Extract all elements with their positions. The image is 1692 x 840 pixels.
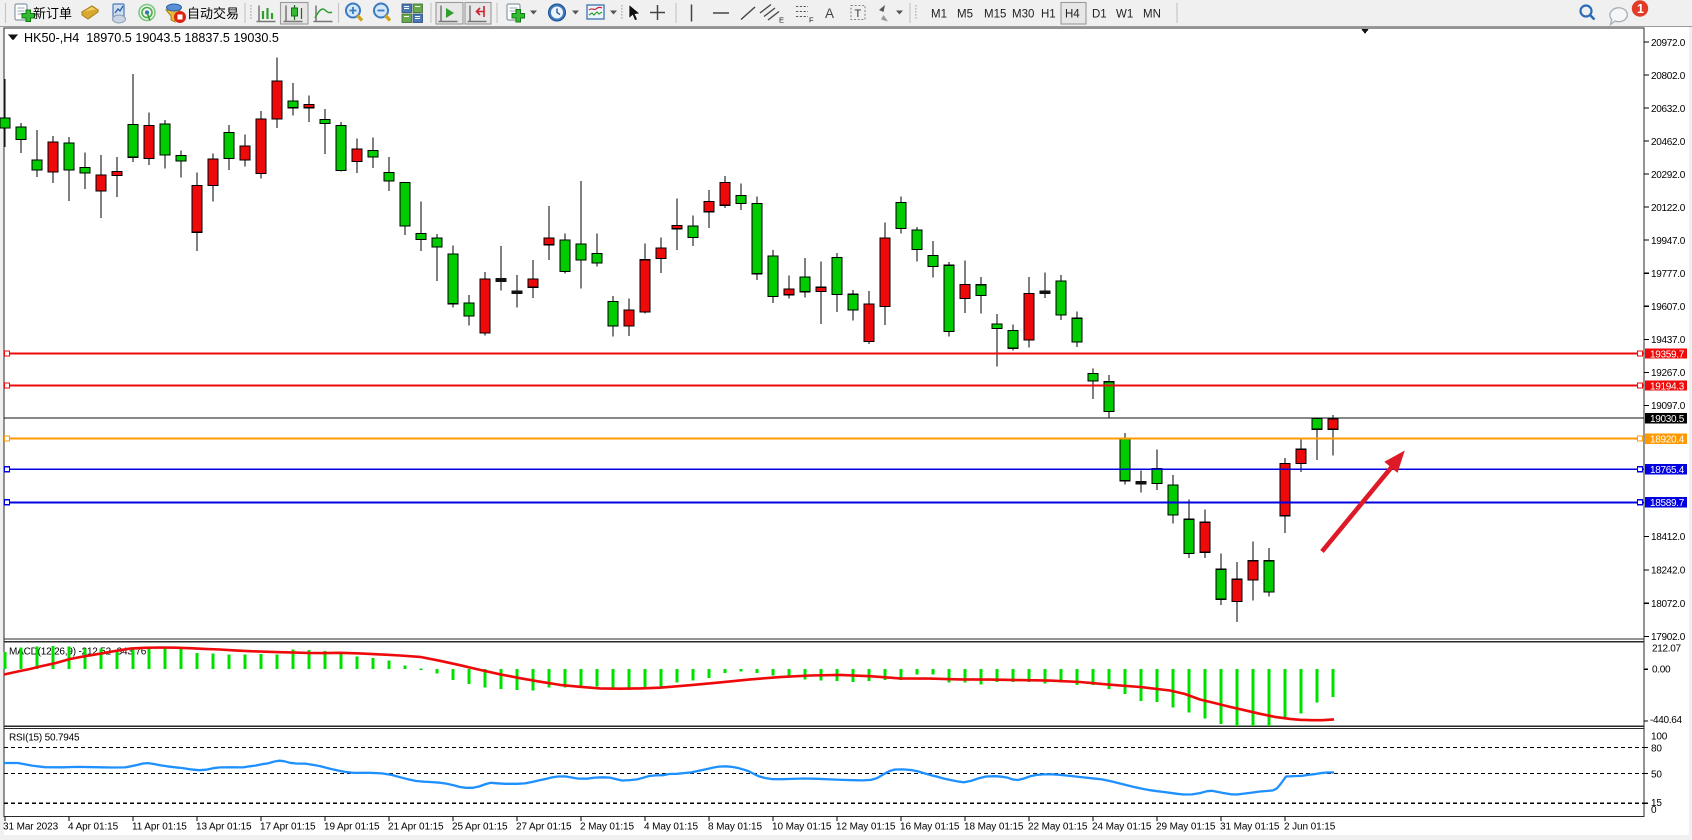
svg-text:M30: M30 bbox=[1012, 9, 1034, 21]
svg-text:M15: M15 bbox=[984, 9, 1006, 21]
svg-text:212.07: 212.07 bbox=[1652, 644, 1682, 655]
svg-text:W1: W1 bbox=[1116, 9, 1133, 21]
svg-text:20292.0: 20292.0 bbox=[1651, 170, 1686, 181]
svg-text:F: F bbox=[809, 16, 814, 25]
svg-text:2 May 01:15: 2 May 01:15 bbox=[580, 822, 634, 833]
svg-text:19359.7: 19359.7 bbox=[1650, 349, 1685, 360]
svg-text:29 May 01:15: 29 May 01:15 bbox=[1156, 822, 1216, 833]
svg-text:20462.0: 20462.0 bbox=[1651, 137, 1686, 148]
svg-text:12 May 01:15: 12 May 01:15 bbox=[836, 822, 896, 833]
svg-text:20972.0: 20972.0 bbox=[1651, 38, 1686, 49]
svg-text:16 May 01:15: 16 May 01:15 bbox=[900, 822, 960, 833]
svg-text:H4: H4 bbox=[1065, 9, 1080, 21]
svg-text:19777.0: 19777.0 bbox=[1651, 269, 1686, 280]
svg-text:21 Apr 01:15: 21 Apr 01:15 bbox=[388, 822, 444, 833]
svg-text:T: T bbox=[855, 8, 862, 20]
svg-text:19267.0: 19267.0 bbox=[1651, 368, 1686, 379]
svg-text:100: 100 bbox=[1651, 732, 1668, 743]
svg-text:M5: M5 bbox=[957, 9, 973, 21]
svg-text:MACD(12,26,9) -212.52 -343.76: MACD(12,26,9) -212.52 -343.76 bbox=[9, 647, 147, 658]
svg-text:19194.3: 19194.3 bbox=[1650, 381, 1685, 392]
svg-text:25 Apr 01:15: 25 Apr 01:15 bbox=[452, 822, 508, 833]
svg-text:19947.0: 19947.0 bbox=[1651, 236, 1686, 247]
svg-text:20802.0: 20802.0 bbox=[1651, 71, 1686, 82]
svg-text:新订单: 新订单 bbox=[33, 6, 72, 21]
svg-text:18072.0: 18072.0 bbox=[1651, 599, 1686, 610]
svg-text:31 Mar 2023: 31 Mar 2023 bbox=[3, 822, 59, 833]
svg-text:0.00: 0.00 bbox=[1652, 665, 1671, 676]
svg-text:20122.0: 20122.0 bbox=[1651, 203, 1686, 214]
svg-text:27 Apr 01:15: 27 Apr 01:15 bbox=[516, 822, 572, 833]
svg-text:M1: M1 bbox=[931, 9, 947, 21]
svg-text:19 Apr 01:15: 19 Apr 01:15 bbox=[324, 822, 380, 833]
svg-text:HK50-,H4 18970.5 19043.5 1883: HK50-,H4 18970.5 19043.5 18837.5 19030.5 bbox=[24, 31, 279, 45]
svg-text:4 May 01:15: 4 May 01:15 bbox=[644, 822, 698, 833]
svg-text:18920.4: 18920.4 bbox=[1650, 435, 1685, 446]
svg-text:D1: D1 bbox=[1092, 9, 1107, 21]
svg-text:31 May 01:15: 31 May 01:15 bbox=[1220, 822, 1280, 833]
svg-text:11 Apr 01:15: 11 Apr 01:15 bbox=[132, 822, 187, 833]
svg-text:MN: MN bbox=[1143, 9, 1161, 21]
svg-text:E: E bbox=[779, 16, 784, 25]
svg-text:19097.0: 19097.0 bbox=[1651, 401, 1686, 412]
svg-text:2 Jun 01:15: 2 Jun 01:15 bbox=[1284, 822, 1336, 833]
svg-text:19437.0: 19437.0 bbox=[1651, 335, 1686, 346]
svg-text:15: 15 bbox=[1651, 798, 1662, 809]
svg-text:18 May 01:15: 18 May 01:15 bbox=[964, 822, 1024, 833]
svg-text:18412.0: 18412.0 bbox=[1651, 532, 1686, 543]
svg-text:18242.0: 18242.0 bbox=[1651, 566, 1686, 577]
svg-text:17 Apr 01:15: 17 Apr 01:15 bbox=[260, 822, 316, 833]
svg-text:13 Apr 01:15: 13 Apr 01:15 bbox=[196, 822, 252, 833]
svg-text:0: 0 bbox=[1651, 805, 1657, 816]
svg-text:20632.0: 20632.0 bbox=[1651, 104, 1686, 115]
svg-text:1: 1 bbox=[1637, 2, 1644, 16]
svg-text:4 Apr 01:15: 4 Apr 01:15 bbox=[68, 822, 119, 833]
svg-text:A: A bbox=[825, 6, 834, 21]
svg-text:8 May 01:15: 8 May 01:15 bbox=[708, 822, 762, 833]
svg-text:50: 50 bbox=[1651, 770, 1662, 781]
svg-text:自动交易: 自动交易 bbox=[187, 6, 239, 21]
svg-text:19607.0: 19607.0 bbox=[1651, 302, 1686, 313]
svg-text:-440.64: -440.64 bbox=[1650, 715, 1683, 726]
svg-text:80: 80 bbox=[1651, 743, 1662, 754]
svg-text:18589.7: 18589.7 bbox=[1650, 498, 1685, 509]
svg-text:19030.5: 19030.5 bbox=[1650, 414, 1685, 425]
svg-text:10 May 01:15: 10 May 01:15 bbox=[772, 822, 832, 833]
svg-text:H1: H1 bbox=[1041, 9, 1056, 21]
svg-text:24 May 01:15: 24 May 01:15 bbox=[1092, 822, 1152, 833]
svg-text:17902.0: 17902.0 bbox=[1651, 632, 1686, 643]
svg-text:22 May 01:15: 22 May 01:15 bbox=[1028, 822, 1088, 833]
svg-text:RSI(15) 50.7945: RSI(15) 50.7945 bbox=[9, 733, 80, 744]
svg-text:18765.4: 18765.4 bbox=[1650, 465, 1685, 476]
